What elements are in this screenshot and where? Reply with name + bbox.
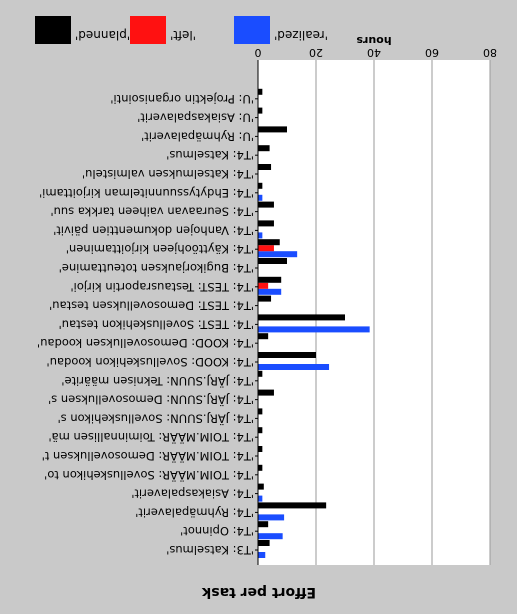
bar-planned [258, 483, 264, 490]
bar-planned [258, 276, 282, 283]
bar-planned [258, 333, 269, 340]
category-label: 'T4: Ehdytyssuunnitelman kirjoittami' [39, 186, 254, 200]
bar-planned [258, 201, 274, 208]
legend: 'planned' 'left' 'realized' [35, 16, 328, 44]
category-label: 'T4: KOOD: Sovelluskehikon koodau' [47, 355, 254, 369]
bar-planned [258, 295, 272, 302]
bar-planned [258, 258, 287, 264]
category-label: 'U: Asiakaspalaverit' [137, 111, 254, 125]
bar-realized [258, 495, 263, 502]
bars [255, 88, 370, 558]
category-label: 'T4: TOIM.MÄÄR: Sovelluskehikon to' [44, 468, 254, 483]
bar-planned [258, 88, 263, 95]
bar-left [258, 282, 269, 289]
bar-planned [258, 107, 263, 114]
bar-realized [258, 533, 283, 540]
bar-realized [258, 232, 263, 239]
category-label: 'T4: Opinnot' [180, 524, 254, 538]
chart-title: Effort per task [201, 584, 316, 600]
bar-planned [258, 408, 263, 415]
bar-planned [258, 502, 327, 509]
category-label: 'T4: TOIM.MÄÄR: Demosovelluksen t' [42, 449, 254, 464]
bar-planned [258, 446, 263, 452]
bar-realized [258, 364, 330, 370]
category-label: 'T4: TEST: Demosovelluksen testau' [49, 299, 254, 313]
legend-swatch [130, 16, 166, 44]
category-label: 'T4: TOIM.MÄÄR: Toiminnallisen mä' [48, 430, 254, 445]
legend-swatch [234, 16, 270, 44]
legend-label: 'realized' [274, 28, 328, 42]
category-label: 'T4: Vanhojen dokumenttien päivit' [53, 223, 254, 237]
bar-left [258, 245, 274, 252]
bar-planned [258, 220, 274, 227]
category-label: 'T4: Bugikorjauksen toteuttamine' [59, 261, 254, 275]
category-labels: 'U: Projektin organisointi' 'U: Asiakaspa… [37, 92, 254, 557]
bar-realized [258, 552, 266, 558]
category-label: 'T4: JÄRJ.SUUN: Sovelluskehikon s' [58, 411, 254, 426]
x-tick-labels: 0 20 40 60 80 [255, 46, 498, 59]
category-label: 'T4: Katselmuksen valmistelu' [82, 167, 254, 181]
x-tick-label: 80 [483, 46, 497, 59]
x-tick-label: 40 [367, 46, 381, 59]
category-label: 'U: Ryhmäpalaverit' [141, 129, 254, 143]
x-tick-label: 0 [255, 46, 262, 59]
legend-label: 'left' [170, 28, 196, 42]
bar-planned [258, 427, 263, 434]
bar-realized [258, 326, 370, 333]
bar-planned [258, 352, 316, 358]
category-label: 'T4: Katselmus' [166, 148, 254, 162]
bar-planned [258, 145, 270, 152]
category-label: 'T4: Seuraavan vaiheen tarkka suu' [50, 205, 254, 219]
bar-planned [258, 464, 263, 471]
bar-realized [258, 514, 285, 521]
x-tick-label: 60 [425, 46, 439, 59]
bar-planned [258, 370, 263, 377]
x-axis-label: hours [356, 34, 392, 47]
category-label: 'T4: TEST: Testausraportin kirjoi' [70, 280, 254, 294]
gridlines [315, 60, 491, 565]
legend-label: 'planned' [75, 28, 130, 42]
category-label: 'T4: Käyttöohjeen kirjoittaminen' [66, 242, 254, 256]
category-label: 'T4: JÄRJ.SUUN: Teknisen määrite' [61, 374, 254, 389]
x-tick-label: 20 [309, 46, 323, 59]
category-label: 'T4: JÄRJ.SUUN: Demosovelluksen s' [48, 393, 254, 408]
bar-planned [258, 540, 270, 546]
bar-planned [258, 389, 274, 396]
category-label: 'T4: Ryhmäpalaverit' [135, 505, 254, 519]
bar-realized [258, 194, 263, 201]
bar-planned [258, 521, 269, 528]
bar-planned [258, 182, 263, 189]
bar-planned [258, 164, 272, 170]
category-label: 'T4: Asiakaspalaverit' [131, 487, 254, 501]
category-label: 'T4: KOOD: Demosovelluksen koodau' [37, 336, 254, 350]
category-label: 'U: Projektin organisointi' [110, 92, 254, 106]
category-label: 'T4: TEST: Sovelluskehikon testau' [59, 317, 254, 331]
bar-planned [258, 126, 287, 133]
bar-planned [258, 314, 345, 321]
bar-realized [258, 288, 282, 295]
bar-planned [258, 239, 280, 246]
category-label: 'T3: Katselmus' [166, 543, 254, 557]
legend-swatch [35, 16, 71, 44]
bar-realized [258, 251, 298, 258]
